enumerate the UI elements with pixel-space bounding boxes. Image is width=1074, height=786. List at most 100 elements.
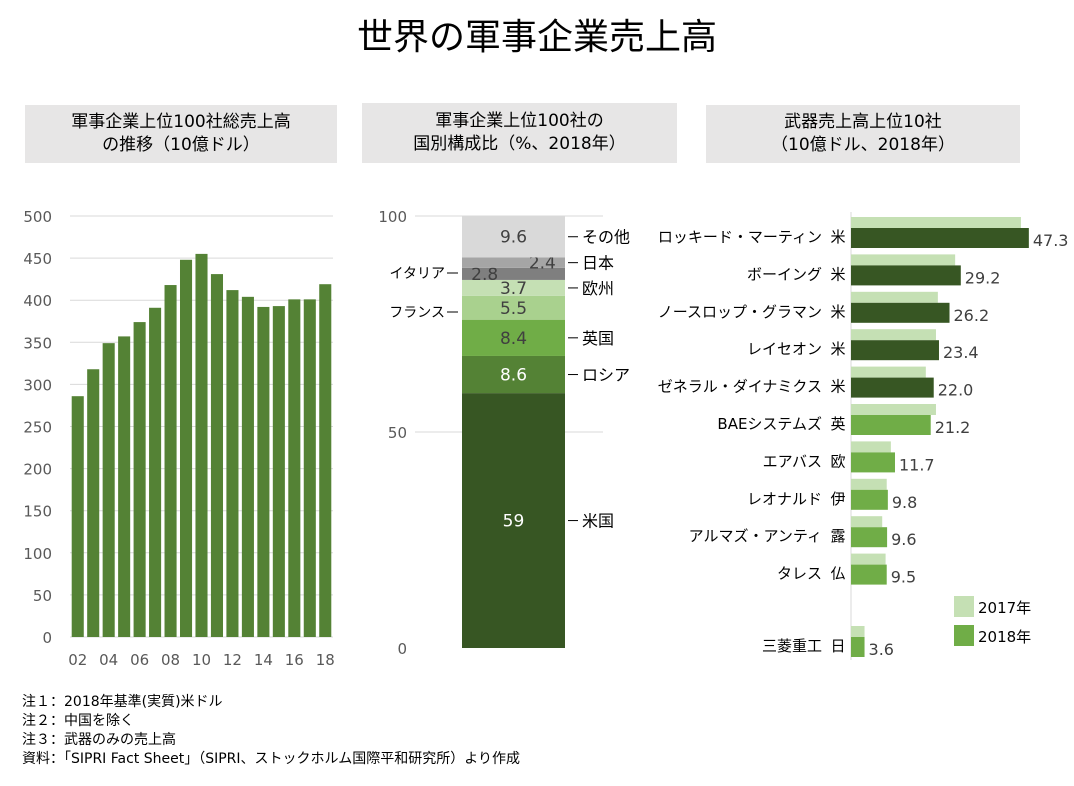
bar-2017 xyxy=(851,441,891,453)
bar-10 xyxy=(195,253,208,637)
x-tick-label: 16 xyxy=(285,651,304,669)
segment-name-label: その他 xyxy=(582,228,630,247)
company-label: レイセオン xyxy=(747,340,822,358)
segment-日本 xyxy=(462,257,565,268)
country-label: 米 xyxy=(830,265,845,283)
bar-08 xyxy=(164,285,177,637)
company-label: ノースロップ・グラマン xyxy=(658,303,822,321)
bar-04 xyxy=(102,343,115,637)
country-label: 米 xyxy=(830,340,845,358)
y-tick-label: 50 xyxy=(33,587,52,605)
bar-2017 xyxy=(851,329,936,341)
segment-value-label: 9.6 xyxy=(500,228,527,248)
bar-17 xyxy=(303,299,316,637)
chart1-title: 軍事企業上位100社総売上高 の推移（10億ドル） xyxy=(25,105,337,163)
note-2: 注２：中国を除く xyxy=(22,713,134,729)
bar-2018 xyxy=(851,489,888,510)
chart2-title-line2: 国別構成比（%、2018年） xyxy=(413,134,626,154)
bar-2017 xyxy=(851,553,886,565)
x-tick-label: 06 xyxy=(130,651,149,669)
data-label: 9.6 xyxy=(891,530,916,549)
bar-06 xyxy=(133,322,146,637)
legend-swatch xyxy=(954,625,974,646)
x-tick-label: 12 xyxy=(223,651,242,669)
data-label: 26.2 xyxy=(954,306,990,325)
data-label: 9.5 xyxy=(891,568,916,587)
y-tick-label: 100 xyxy=(378,208,407,226)
country-label: 米 xyxy=(830,378,845,396)
y-tick-label: 350 xyxy=(23,334,52,352)
company-label: ゼネラル・ダイナミクス xyxy=(658,378,822,396)
company-label: ボーイング xyxy=(747,265,822,283)
chart3-title: 武器売上高上位10社 （10億ドル、2018年） xyxy=(706,105,1020,163)
bar-13 xyxy=(241,296,254,637)
y-tick-label: 200 xyxy=(23,461,52,479)
bar-11 xyxy=(210,274,224,637)
y-tick-label: 450 xyxy=(23,250,52,268)
bar-02 xyxy=(71,396,84,637)
y-tick-label: 500 xyxy=(23,208,52,226)
bar-16 xyxy=(288,299,301,637)
segment-value-label: 8.4 xyxy=(500,329,527,349)
segment-米国 xyxy=(462,393,565,648)
segment-value-label: 2.4 xyxy=(529,254,556,274)
company-label: エアバス xyxy=(763,452,822,470)
bar-03 xyxy=(87,369,100,637)
y-tick-label: 100 xyxy=(23,545,52,563)
segment-name-label: 日本 xyxy=(582,254,614,273)
bar-2018 xyxy=(851,637,865,657)
data-label: 3.6 xyxy=(869,640,894,659)
country-label: 伊 xyxy=(830,490,845,508)
country-label: 露 xyxy=(830,527,845,545)
y-tick-label: 400 xyxy=(23,292,52,310)
bar-2018 xyxy=(851,228,1029,248)
x-tick-label: 18 xyxy=(316,651,335,669)
segment-name-label: 米国 xyxy=(582,512,614,531)
y-tick-label: 150 xyxy=(23,503,52,521)
country-label: 英 xyxy=(830,415,845,433)
country-label: 米 xyxy=(830,228,845,246)
segment-その他 xyxy=(462,216,565,258)
country-label: 欧 xyxy=(830,452,845,470)
data-label: 9.8 xyxy=(892,493,917,512)
bar-07 xyxy=(149,307,162,637)
x-tick-label: 14 xyxy=(254,651,273,669)
bar-2018 xyxy=(851,377,934,398)
segment-name-label: ロシア xyxy=(582,366,630,385)
segment-ロシア xyxy=(462,355,565,394)
bar-2018 xyxy=(851,452,895,473)
y-tick-label: 0 xyxy=(42,629,52,647)
note-source: 資料：「SIPRI Fact Sheet」（SIPRI、ストックホルム国際平和研… xyxy=(22,751,520,767)
notes: 注１：2018年基準(実質)米ドル 注２：中国を除く 注３：武器のみの売上高 資… xyxy=(22,693,520,769)
bar-2017 xyxy=(851,217,1021,228)
bar-2018 xyxy=(851,527,888,548)
data-label: 23.4 xyxy=(943,343,979,362)
segment-value-label: 8.6 xyxy=(500,366,527,386)
y-tick-label: 300 xyxy=(23,376,52,394)
page-title: 世界の軍事企業売上高 xyxy=(356,17,717,58)
data-label: 21.2 xyxy=(935,418,971,437)
bar-2018 xyxy=(851,340,939,361)
legend-swatch xyxy=(954,596,974,617)
chart3-title-line1: 武器売上高上位10社 xyxy=(784,112,942,132)
bar-2018 xyxy=(851,302,950,323)
segment-name-label: フランス xyxy=(389,305,445,321)
chart3-title-line2: （10億ドル、2018年） xyxy=(771,135,955,155)
bar-2017 xyxy=(851,478,887,490)
segment-name-label: イタリア xyxy=(390,266,445,282)
note-3: 注３：武器のみの売上高 xyxy=(22,732,176,748)
data-label: 47.3 xyxy=(1033,231,1069,250)
company-label: アルマズ・アンティ xyxy=(689,527,822,545)
chart1-title-line1: 軍事企業上位100社総売上高 xyxy=(71,112,291,132)
company-label: BAEシステムズ xyxy=(717,415,822,433)
bar-2017 xyxy=(851,516,883,528)
bar-2018 xyxy=(851,265,961,286)
bar-2017 xyxy=(851,291,938,303)
segment-name-label: 英国 xyxy=(582,329,614,348)
legend-label: 2017年 xyxy=(978,599,1031,617)
segment-value-label: 3.7 xyxy=(500,279,527,299)
y-tick-label: 250 xyxy=(23,419,52,437)
y-tick-label: 50 xyxy=(388,424,407,442)
